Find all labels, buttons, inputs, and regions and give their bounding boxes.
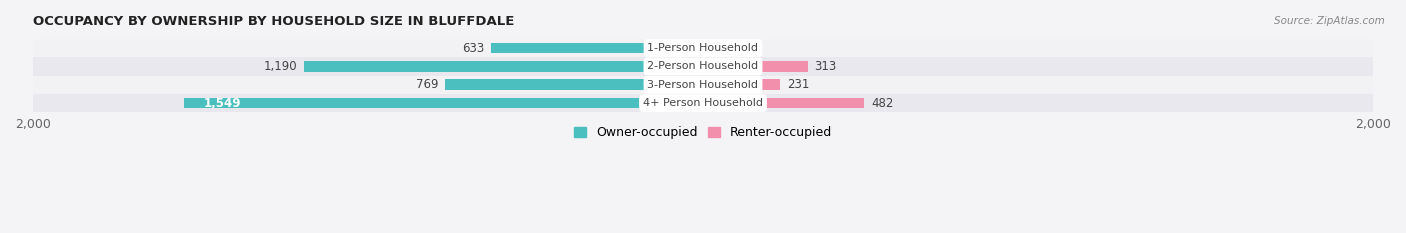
Text: 633: 633 bbox=[463, 41, 484, 55]
Bar bbox=[184, 98, 703, 109]
Text: 313: 313 bbox=[814, 60, 837, 73]
Text: 3-Person Household: 3-Person Household bbox=[648, 80, 758, 90]
Bar bbox=[491, 43, 703, 53]
Text: 231: 231 bbox=[787, 78, 810, 91]
Bar bbox=[703, 79, 780, 90]
Bar bbox=[703, 98, 865, 109]
Legend: Owner-occupied, Renter-occupied: Owner-occupied, Renter-occupied bbox=[568, 121, 838, 144]
Text: 482: 482 bbox=[872, 97, 894, 110]
Text: 1,190: 1,190 bbox=[264, 60, 298, 73]
Text: 0: 0 bbox=[710, 41, 717, 55]
Text: Source: ZipAtlas.com: Source: ZipAtlas.com bbox=[1274, 16, 1385, 26]
Bar bbox=[0, 75, 1406, 94]
Bar bbox=[0, 94, 1406, 112]
Bar bbox=[703, 61, 808, 72]
Bar bbox=[304, 61, 703, 72]
Text: 769: 769 bbox=[416, 78, 439, 91]
Text: 4+ Person Household: 4+ Person Household bbox=[643, 98, 763, 108]
Bar bbox=[446, 79, 703, 90]
Text: 1-Person Household: 1-Person Household bbox=[648, 43, 758, 53]
Text: OCCUPANCY BY OWNERSHIP BY HOUSEHOLD SIZE IN BLUFFDALE: OCCUPANCY BY OWNERSHIP BY HOUSEHOLD SIZE… bbox=[32, 15, 515, 28]
Text: 1,549: 1,549 bbox=[204, 97, 242, 110]
Text: 2-Person Household: 2-Person Household bbox=[647, 62, 759, 72]
Bar bbox=[0, 57, 1406, 75]
Bar bbox=[0, 39, 1406, 57]
